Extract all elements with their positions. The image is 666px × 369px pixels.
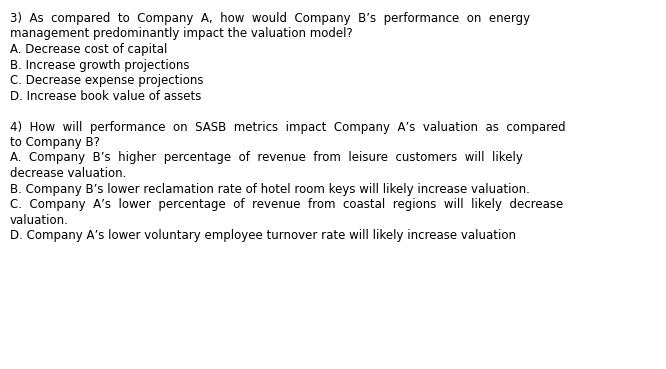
Text: A.  Company  B’s  higher  percentage  of  revenue  from  leisure  customers  wil: A. Company B’s higher percentage of reve… (10, 152, 523, 165)
Text: management predominantly impact the valuation model?: management predominantly impact the valu… (10, 28, 353, 41)
Text: B. Company B’s lower reclamation rate of hotel room keys will likely increase va: B. Company B’s lower reclamation rate of… (10, 183, 530, 196)
Text: B. Increase growth projections: B. Increase growth projections (10, 59, 190, 72)
Text: to Company B?: to Company B? (10, 136, 100, 149)
Text: 3)  As  compared  to  Company  A,  how  would  Company  B’s  performance  on  en: 3) As compared to Company A, how would C… (10, 12, 530, 25)
Text: C.  Company  A’s  lower  percentage  of  revenue  from  coastal  regions  will  : C. Company A’s lower percentage of reven… (10, 198, 563, 211)
Text: A. Decrease cost of capital: A. Decrease cost of capital (10, 43, 167, 56)
Text: D. Company A’s lower voluntary employee turnover rate will likely increase valua: D. Company A’s lower voluntary employee … (10, 229, 516, 242)
Text: C. Decrease expense projections: C. Decrease expense projections (10, 74, 204, 87)
Text: valuation.: valuation. (10, 214, 69, 227)
Text: D. Increase book value of assets: D. Increase book value of assets (10, 90, 201, 103)
Text: 4)  How  will  performance  on  SASB  metrics  impact  Company  A’s  valuation  : 4) How will performance on SASB metrics … (10, 121, 565, 134)
Text: decrease valuation.: decrease valuation. (10, 167, 127, 180)
